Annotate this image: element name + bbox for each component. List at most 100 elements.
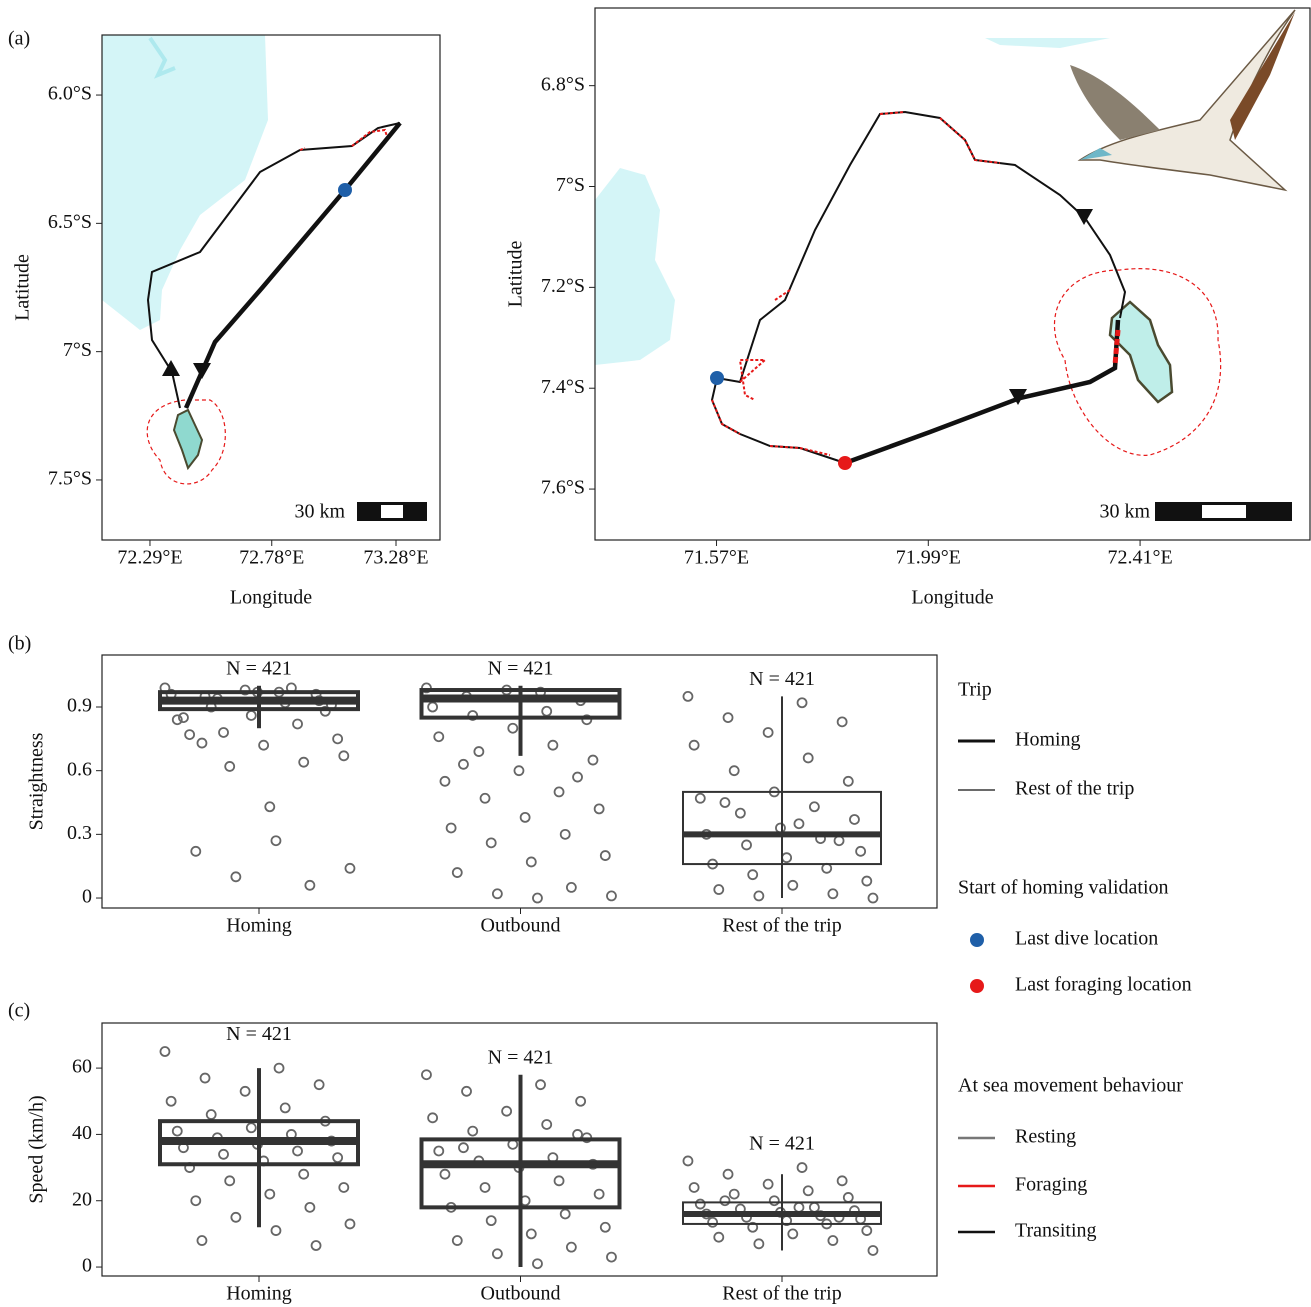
data-point (439, 775, 451, 787)
data-point (821, 862, 833, 874)
data-point (753, 1238, 765, 1250)
data-point (741, 839, 752, 851)
data-point (245, 710, 257, 721)
data-point (793, 1201, 805, 1213)
data-point (159, 1046, 171, 1057)
data-point (507, 722, 519, 734)
data-point (836, 716, 848, 728)
legend-label: Transiting (1015, 1220, 1097, 1242)
data-point (332, 1152, 344, 1164)
x-tick-label: Rest of the trip (722, 1283, 841, 1305)
data-point (338, 1182, 350, 1193)
data-point (479, 1182, 491, 1193)
data-point (688, 1182, 700, 1193)
data-point (593, 1188, 605, 1200)
data-point (728, 765, 740, 777)
data-point (319, 705, 331, 717)
data-point (836, 1175, 848, 1187)
legend-label: Foraging (1015, 1174, 1087, 1196)
legend-title: Start of homing validation (958, 877, 1169, 899)
data-point (178, 712, 189, 724)
data-point (239, 1085, 251, 1097)
data-point (199, 1072, 211, 1084)
n-label: N = 421 (749, 1133, 815, 1155)
data-point (451, 1235, 463, 1246)
scale-label: 30 km (294, 501, 345, 523)
data-point (849, 814, 860, 825)
scale-bar (1202, 505, 1246, 518)
panel-label: (a) (8, 28, 30, 50)
data-point (707, 1216, 719, 1228)
data-point (833, 835, 845, 847)
island (172, 408, 204, 471)
data-point (535, 1079, 546, 1091)
data-point (728, 1188, 740, 1200)
data-point (421, 682, 432, 694)
legend-label: Resting (1015, 1126, 1076, 1148)
data-point (593, 803, 605, 815)
data-point (861, 875, 873, 887)
direction-arrow (1009, 389, 1027, 405)
y-tick-label: 7.6°S (541, 477, 585, 499)
data-point (553, 786, 565, 798)
data-point (224, 1175, 236, 1187)
y-tick-label: 20 (72, 1188, 92, 1210)
data-point (559, 828, 571, 840)
data-point (264, 801, 276, 813)
box (419, 1137, 622, 1210)
data-point (532, 1258, 543, 1270)
data-point (338, 750, 350, 762)
data-point (467, 710, 479, 721)
data-point (190, 845, 202, 857)
legend-label: Last dive location (1015, 928, 1158, 950)
y-tick-label: 6.8°S (541, 73, 585, 95)
data-point (787, 879, 799, 891)
data-point (762, 1178, 774, 1190)
x-tick-label: Outbound (481, 1283, 561, 1305)
land-shading (985, 38, 1110, 48)
data-point (298, 756, 310, 768)
data-point (304, 1201, 316, 1213)
data-point (722, 712, 734, 724)
data-point (304, 879, 316, 891)
y-axis-label: Latitude (505, 241, 527, 308)
y-tick-label: 7.5°S (48, 468, 92, 490)
legend-symbol (970, 979, 984, 993)
data-point (165, 1095, 177, 1107)
data-point (606, 1251, 617, 1263)
data-point (768, 1195, 780, 1207)
last-foraging-dot (838, 456, 852, 470)
data-point (572, 771, 583, 783)
x-tick-label: Outbound (481, 915, 561, 937)
data-point (688, 739, 700, 751)
reef (148, 36, 176, 79)
data-point (245, 1122, 257, 1134)
x-tick-label: 73.28°E (363, 547, 428, 569)
n-label: N = 421 (488, 657, 554, 679)
data-point (270, 835, 282, 847)
data-point (270, 1225, 282, 1236)
data-point (719, 1195, 731, 1207)
island (1108, 300, 1174, 404)
direction-arrow (162, 360, 180, 376)
homing-foraging (1112, 329, 1121, 366)
data-point (344, 1218, 356, 1230)
data-point (230, 871, 242, 883)
data-point (775, 822, 786, 834)
data-point (541, 1119, 553, 1130)
y-tick-label: 7.2°S (541, 275, 585, 297)
data-point (532, 892, 543, 904)
track (710, 110, 1127, 464)
track-foraging (711, 111, 1001, 456)
y-tick-label: 6.0°S (48, 83, 92, 105)
plot-frame (101, 654, 938, 909)
data-point (445, 822, 457, 834)
data-point (479, 792, 491, 804)
data-point (559, 1208, 571, 1220)
legend-title: At sea movement behaviour (958, 1075, 1183, 1097)
y-tick-label: 7.4°S (541, 376, 585, 398)
data-point (525, 1228, 537, 1240)
data-point (682, 1155, 694, 1167)
plot-frame (594, 7, 1311, 541)
map-2-drawing (595, 9, 1296, 521)
